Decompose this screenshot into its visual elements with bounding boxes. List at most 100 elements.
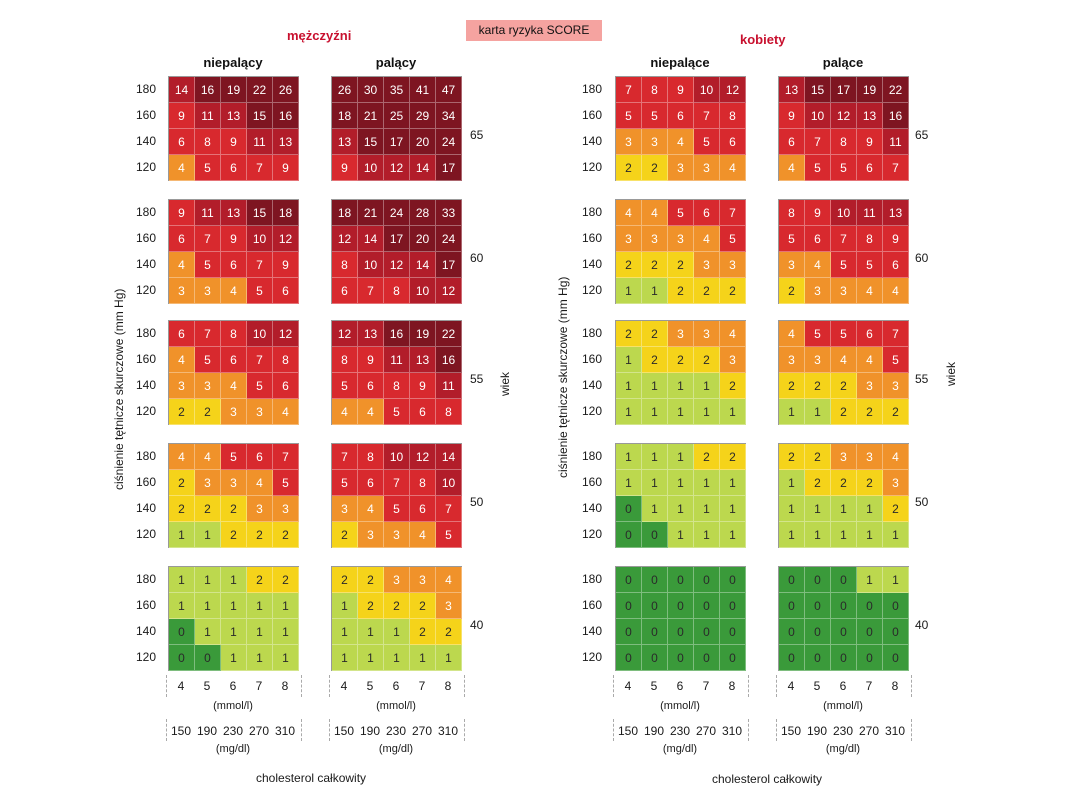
risk-cell: 11 bbox=[857, 200, 883, 226]
risk-cell: 16 bbox=[273, 103, 299, 129]
risk-cell: 6 bbox=[221, 155, 247, 181]
risk-cell: 11 bbox=[247, 129, 273, 155]
risk-cell: 8 bbox=[384, 373, 410, 399]
risk-cell: 9 bbox=[273, 252, 299, 278]
risk-cell: 0 bbox=[779, 567, 805, 593]
risk-cell: 30 bbox=[358, 77, 384, 103]
risk-cell: 9 bbox=[332, 155, 358, 181]
risk-cell: 6 bbox=[857, 155, 883, 181]
chol-mgdl-axis bbox=[776, 719, 912, 741]
risk-cell: 0 bbox=[169, 645, 195, 671]
risk-cell: 1 bbox=[720, 470, 746, 496]
risk-cell: 6 bbox=[857, 321, 883, 347]
risk-cell: 34 bbox=[436, 103, 462, 129]
risk-cell: 1 bbox=[616, 444, 642, 470]
bp-label-140: 140 bbox=[581, 501, 602, 515]
risk-grid-men_smoking-60: 18 21 24 28 33 12 14 17 20 24 8 10 12 14 17 6 7 8 10 12 bbox=[331, 199, 462, 304]
risk-cell: 2 bbox=[247, 522, 273, 548]
risk-cell: 11 bbox=[436, 373, 462, 399]
bp-label-120: 120 bbox=[581, 160, 602, 174]
chol-mgdl-tick: 270 bbox=[858, 724, 880, 738]
risk-cell: 3 bbox=[358, 522, 384, 548]
chol-mmol-tick: 6 bbox=[839, 679, 847, 693]
risk-cell: 4 bbox=[358, 399, 384, 425]
risk-cell: 1 bbox=[642, 399, 668, 425]
risk-cell: 5 bbox=[384, 399, 410, 425]
risk-grid-men_non_smoking-60: 9 11 13 15 18 6 7 9 10 12 4 5 6 7 9 3 3 4 5 6 bbox=[168, 199, 299, 304]
men-smoking-header: palący bbox=[375, 55, 417, 70]
risk-cell: 13 bbox=[221, 200, 247, 226]
risk-cell: 1 bbox=[332, 593, 358, 619]
chol-mmol-tick: 4 bbox=[787, 679, 795, 693]
risk-cell: 4 bbox=[883, 444, 909, 470]
age-label-50: 50 bbox=[915, 495, 929, 509]
bp-label-180: 180 bbox=[581, 449, 602, 463]
risk-cell: 1 bbox=[779, 470, 805, 496]
risk-cell: 6 bbox=[883, 252, 909, 278]
risk-cell: 1 bbox=[694, 496, 720, 522]
risk-cell: 5 bbox=[247, 373, 273, 399]
risk-cell: 9 bbox=[273, 155, 299, 181]
bp-label-120: 120 bbox=[135, 404, 156, 418]
risk-cell: 3 bbox=[169, 278, 195, 304]
risk-cell: 16 bbox=[384, 321, 410, 347]
risk-cell: 4 bbox=[410, 522, 436, 548]
risk-cell: 18 bbox=[332, 103, 358, 129]
risk-cell: 1 bbox=[642, 470, 668, 496]
risk-cell: 9 bbox=[169, 103, 195, 129]
risk-cell: 9 bbox=[221, 226, 247, 252]
risk-cell: 2 bbox=[616, 155, 642, 181]
risk-cell: 0 bbox=[169, 619, 195, 645]
risk-cell: 8 bbox=[221, 321, 247, 347]
risk-cell: 0 bbox=[694, 567, 720, 593]
risk-cell: 1 bbox=[668, 399, 694, 425]
risk-cell: 12 bbox=[332, 226, 358, 252]
age-label-40: 40 bbox=[915, 618, 929, 632]
risk-cell: 1 bbox=[616, 470, 642, 496]
chol-mgdl-tick: 230 bbox=[669, 724, 691, 738]
bp-label-140: 140 bbox=[135, 501, 156, 515]
chol-mmol-axis bbox=[166, 675, 302, 697]
risk-cell: 1 bbox=[779, 399, 805, 425]
risk-cell: 0 bbox=[805, 645, 831, 671]
risk-cell: 2 bbox=[195, 399, 221, 425]
risk-cell: 1 bbox=[332, 619, 358, 645]
risk-cell: 10 bbox=[831, 200, 857, 226]
risk-cell: 1 bbox=[720, 399, 746, 425]
risk-cell: 5 bbox=[247, 278, 273, 304]
risk-cell: 26 bbox=[332, 77, 358, 103]
risk-cell: 6 bbox=[805, 226, 831, 252]
risk-cell: 1 bbox=[779, 496, 805, 522]
risk-cell: 16 bbox=[883, 103, 909, 129]
risk-cell: 4 bbox=[169, 347, 195, 373]
risk-cell: 1 bbox=[642, 496, 668, 522]
risk-cell: 6 bbox=[273, 373, 299, 399]
risk-cell: 0 bbox=[779, 593, 805, 619]
risk-cell: 0 bbox=[616, 522, 642, 548]
risk-cell: 3 bbox=[694, 321, 720, 347]
bp-label-140: 140 bbox=[135, 378, 156, 392]
risk-cell: 14 bbox=[410, 252, 436, 278]
risk-cell: 4 bbox=[221, 373, 247, 399]
risk-cell: 4 bbox=[779, 155, 805, 181]
bp-label-160: 160 bbox=[581, 352, 602, 366]
risk-cell: 0 bbox=[694, 593, 720, 619]
risk-cell: 1 bbox=[668, 522, 694, 548]
risk-cell: 2 bbox=[436, 619, 462, 645]
bp-label-180: 180 bbox=[135, 326, 156, 340]
risk-cell: 0 bbox=[857, 593, 883, 619]
risk-cell: 13 bbox=[221, 103, 247, 129]
risk-cell: 12 bbox=[410, 444, 436, 470]
age-label-60: 60 bbox=[915, 251, 929, 265]
risk-cell: 1 bbox=[169, 593, 195, 619]
bp-label-160: 160 bbox=[135, 598, 156, 612]
risk-cell: 2 bbox=[616, 321, 642, 347]
risk-cell: 4 bbox=[694, 226, 720, 252]
risk-cell: 1 bbox=[720, 522, 746, 548]
risk-cell: 5 bbox=[332, 373, 358, 399]
risk-cell: 4 bbox=[668, 129, 694, 155]
risk-cell: 6 bbox=[221, 252, 247, 278]
bp-label-140: 140 bbox=[581, 257, 602, 271]
risk-cell: 2 bbox=[332, 567, 358, 593]
